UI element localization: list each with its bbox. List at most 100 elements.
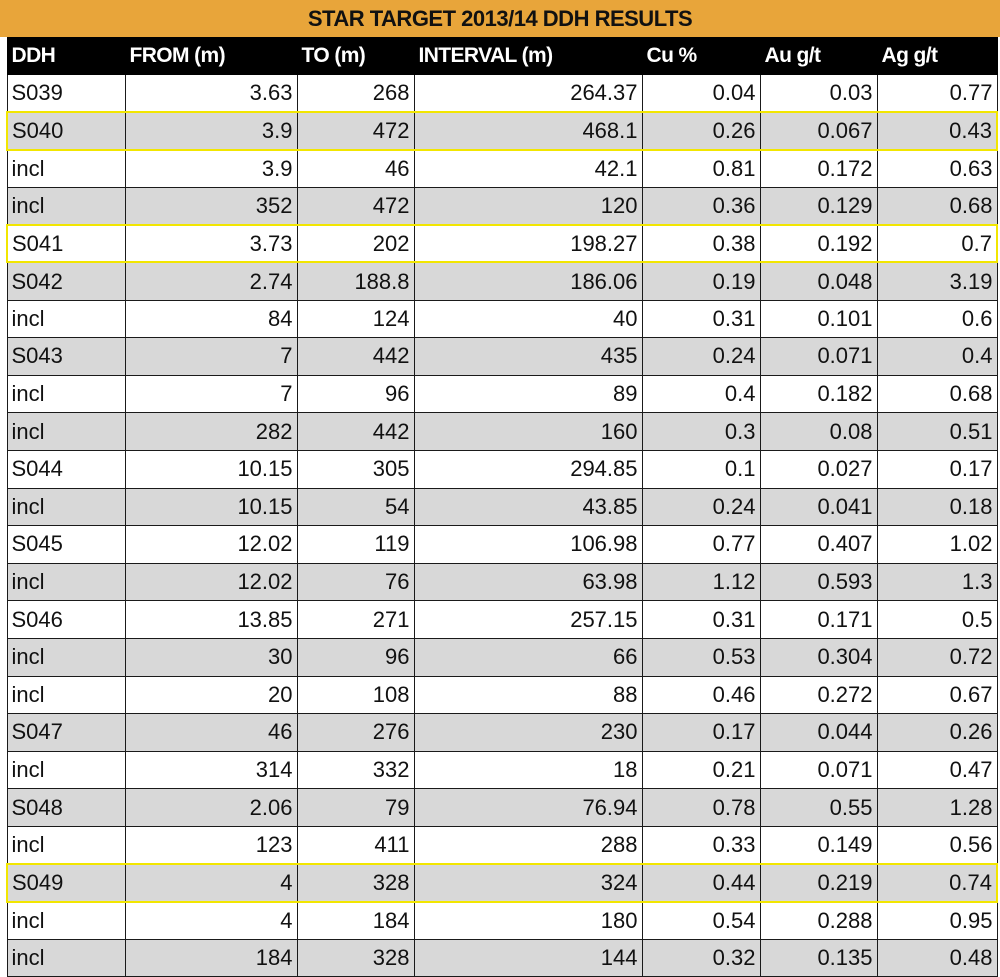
ag-cell: 3.19 xyxy=(876,261,998,301)
ag-cell: 1.3 xyxy=(876,562,998,602)
ag-cell: 0.63 xyxy=(876,149,998,188)
ag-cell: 0.51 xyxy=(876,412,998,451)
column-header-cu: Cu % xyxy=(641,37,761,75)
interval-cell: 76.94 xyxy=(413,788,643,827)
from-cell: 10.15 xyxy=(124,487,298,527)
ddh-cell: S049 xyxy=(6,862,126,903)
from-cell: 314 xyxy=(124,750,298,790)
from-cell: 10.15 xyxy=(124,449,298,489)
interval-cell: 43.85 xyxy=(413,487,643,527)
au-cell: 0.071 xyxy=(759,337,878,376)
ag-cell: 0.77 xyxy=(876,74,998,113)
from-cell: 123 xyxy=(124,825,298,865)
au-cell: 0.171 xyxy=(759,600,878,639)
from-cell: 184 xyxy=(124,938,298,977)
table-title: STAR TARGET 2013/14 DDH RESULTS xyxy=(0,0,1000,37)
cu-cell: 0.77 xyxy=(641,525,761,564)
table-row: incl 10.15 54 43.85 0.24 0.041 0.18 xyxy=(6,487,998,527)
to-cell: 119 xyxy=(296,525,415,564)
cu-cell: 0.46 xyxy=(641,675,761,715)
table-header: DDH FROM (m) TO (m) INTERVAL (m) Cu % Au… xyxy=(6,37,998,75)
to-cell: 96 xyxy=(296,637,415,677)
interval-cell: 180 xyxy=(413,901,643,940)
au-cell: 0.219 xyxy=(759,862,878,903)
column-header-ag: Ag g/t xyxy=(876,37,998,75)
cu-cell: 0.21 xyxy=(641,750,761,790)
column-header-interval: INTERVAL (m) xyxy=(413,37,643,75)
from-cell: 4 xyxy=(124,862,298,903)
to-cell: 96 xyxy=(296,374,415,414)
cu-cell: 0.4 xyxy=(641,374,761,414)
cu-cell: 0.19 xyxy=(641,261,761,301)
interval-cell: 257.15 xyxy=(413,600,643,639)
interval-cell: 264.37 xyxy=(413,74,643,113)
from-cell: 7 xyxy=(124,374,298,414)
ddh-cell: incl xyxy=(6,299,126,339)
au-cell: 0.129 xyxy=(759,186,878,226)
to-cell: 268 xyxy=(296,74,415,113)
to-cell: 411 xyxy=(296,825,415,865)
to-cell: 271 xyxy=(296,600,415,639)
to-cell: 472 xyxy=(296,111,415,151)
cu-cell: 0.44 xyxy=(641,862,761,903)
ddh-cell: S044 xyxy=(6,449,126,489)
table-row: S040 3.9 472 468.1 0.26 0.067 0.43 xyxy=(6,111,998,151)
au-cell: 0.272 xyxy=(759,675,878,715)
interval-cell: 468.1 xyxy=(413,111,643,151)
ddh-cell: S048 xyxy=(6,788,126,827)
from-cell: 3.9 xyxy=(124,149,298,188)
ag-cell: 0.43 xyxy=(876,111,998,151)
cu-cell: 0.33 xyxy=(641,825,761,865)
from-cell: 2.06 xyxy=(124,788,298,827)
to-cell: 124 xyxy=(296,299,415,339)
ag-cell: 0.67 xyxy=(876,675,998,715)
ddh-cell: incl xyxy=(6,412,126,451)
table-row: incl 84 124 40 0.31 0.101 0.6 xyxy=(6,299,998,339)
ddh-cell: S040 xyxy=(6,111,126,151)
cu-cell: 0.04 xyxy=(641,74,761,113)
ddh-cell: incl xyxy=(6,186,126,226)
cu-cell: 0.54 xyxy=(641,901,761,940)
to-cell: 305 xyxy=(296,449,415,489)
ag-cell: 0.72 xyxy=(876,637,998,677)
from-cell: 46 xyxy=(124,713,298,752)
table-row: incl 282 442 160 0.3 0.08 0.51 xyxy=(6,412,998,451)
au-cell: 0.304 xyxy=(759,637,878,677)
table-row: S039 3.63 268 264.37 0.04 0.03 0.77 xyxy=(6,74,998,113)
table-row: S047 46 276 230 0.17 0.044 0.26 xyxy=(6,713,998,752)
from-cell: 30 xyxy=(124,637,298,677)
table-row: incl 123 411 288 0.33 0.149 0.56 xyxy=(6,825,998,865)
cu-cell: 0.38 xyxy=(641,223,761,264)
ddh-cell: S042 xyxy=(6,261,126,301)
ddh-cell: S041 xyxy=(6,223,126,264)
from-cell: 3.9 xyxy=(124,111,298,151)
column-header-to: TO (m) xyxy=(296,37,415,75)
ag-cell: 0.68 xyxy=(876,186,998,226)
to-cell: 79 xyxy=(296,788,415,827)
ddh-cell: S046 xyxy=(6,600,126,639)
au-cell: 0.071 xyxy=(759,750,878,790)
au-cell: 0.044 xyxy=(759,713,878,752)
to-cell: 332 xyxy=(296,750,415,790)
ddh-cell: S039 xyxy=(6,74,126,113)
cu-cell: 0.1 xyxy=(641,449,761,489)
au-cell: 0.135 xyxy=(759,938,878,977)
from-cell: 282 xyxy=(124,412,298,451)
table-row: S043 7 442 435 0.24 0.071 0.4 xyxy=(6,337,998,376)
ddh-cell: S043 xyxy=(6,337,126,376)
cu-cell: 0.24 xyxy=(641,487,761,527)
to-cell: 46 xyxy=(296,149,415,188)
au-cell: 0.03 xyxy=(759,74,878,113)
table-row: S049 4 328 324 0.44 0.219 0.74 xyxy=(6,862,998,903)
ag-cell: 0.6 xyxy=(876,299,998,339)
column-header-from: FROM (m) xyxy=(124,37,298,75)
ag-cell: 0.4 xyxy=(876,337,998,376)
cu-cell: 0.36 xyxy=(641,186,761,226)
cu-cell: 0.17 xyxy=(641,713,761,752)
ddh-cell: incl xyxy=(6,637,126,677)
interval-cell: 120 xyxy=(413,186,643,226)
from-cell: 352 xyxy=(124,186,298,226)
from-cell: 4 xyxy=(124,901,298,940)
au-cell: 0.08 xyxy=(759,412,878,451)
